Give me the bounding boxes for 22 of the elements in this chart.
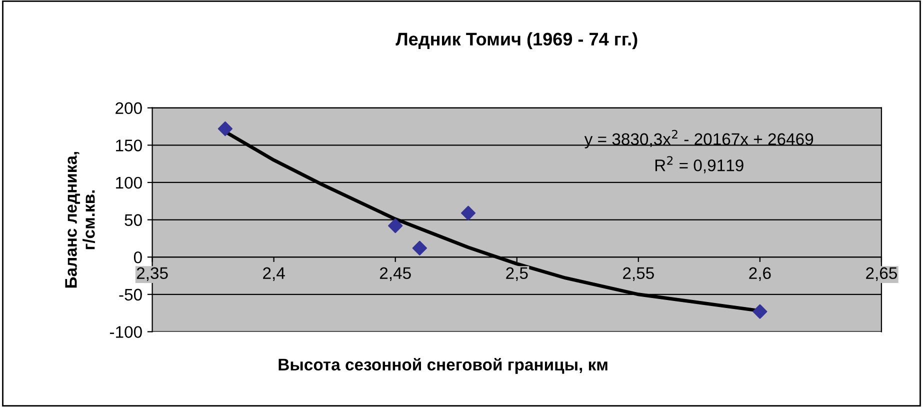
chart-title: Ледник Томич (1969 - 74 гг.) <box>396 32 638 50</box>
point <box>218 121 232 136</box>
point <box>752 304 768 319</box>
x-tick-label: 2,35 <box>136 267 168 282</box>
y-tick-label: 0 <box>134 251 142 264</box>
y-axis-title: Баланс ледника, г/см.кв. <box>65 152 95 288</box>
annotation: R$^{2}$ = 0,9119 <box>655 156 744 174</box>
y-tick-label: 150 <box>116 140 142 152</box>
point <box>388 218 403 234</box>
y-tick-label: -100 <box>110 326 142 338</box>
x-tick-label: 2,4 <box>263 267 285 282</box>
x-tick-label: 2,45 <box>380 267 411 282</box>
x-tick-label: 2,6 <box>749 267 771 282</box>
point <box>412 240 427 256</box>
y-tick-label: -50 <box>119 288 142 301</box>
point <box>460 206 476 220</box>
y-tick-label: 200 <box>116 102 142 114</box>
x-tick-label: 2,65 <box>866 267 897 282</box>
y-tick-label: 100 <box>116 176 142 189</box>
x-tick-label: 2,55 <box>623 267 654 282</box>
y-tick-label: 50 <box>124 214 142 226</box>
x-axis-title: Высота сезонной снеговой границы, км <box>278 358 608 374</box>
